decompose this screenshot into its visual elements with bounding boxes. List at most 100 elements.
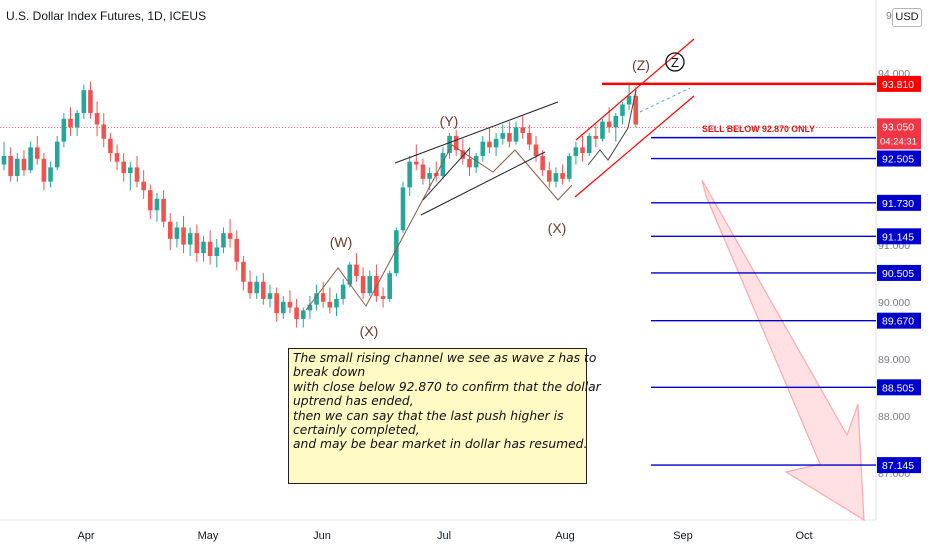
x-tick-label: Apr: [77, 530, 94, 542]
note-line: break down: [293, 365, 366, 380]
candle-body: [267, 293, 273, 299]
candle-body: [500, 133, 506, 139]
candle-body: [21, 158, 27, 171]
candle-body: [227, 233, 233, 239]
candle-body: [261, 281, 266, 299]
candle-body: [221, 233, 226, 248]
candle-body: [360, 276, 366, 294]
candle-body: [121, 161, 126, 174]
candle-body: [586, 135, 592, 154]
price-level-tag: [877, 194, 921, 211]
projection-dashed-line: [639, 87, 691, 113]
note-line: with close below 92.870 to confirm that …: [293, 379, 601, 394]
candle-body: [34, 147, 40, 159]
candle-body: [1, 155, 7, 165]
candle-body: [194, 233, 200, 254]
price-level-tag: [877, 264, 921, 281]
candle-body: [254, 281, 259, 294]
candle-body: [547, 170, 552, 182]
candle-body: [68, 118, 73, 128]
price-level-label: 87.145: [882, 460, 914, 472]
candle-body: [367, 276, 373, 294]
candle-body: [74, 113, 80, 128]
candle-body: [447, 135, 452, 154]
candle-body: [234, 238, 240, 262]
candle-body: [81, 90, 87, 114]
candle-body: [161, 198, 166, 222]
candle-body: [467, 158, 472, 168]
candle-body: [174, 227, 180, 239]
y-tick-label: 88.000: [878, 411, 910, 423]
candle-body: [453, 135, 459, 151]
candle-body: [41, 158, 47, 182]
candle-body: [593, 135, 599, 139]
candle-body: [460, 150, 466, 159]
candle-body: [114, 153, 120, 162]
candle-body: [420, 164, 426, 179]
wave-label: (X): [360, 323, 379, 339]
candle-body: [334, 298, 339, 308]
symbol-title: U.S. Dollar Index Futures, 1D, ICEUS: [6, 9, 207, 23]
candle-body: [28, 147, 33, 171]
current-price-label: 93.050: [882, 121, 914, 133]
candle-body: [207, 241, 213, 257]
candle-body: [88, 90, 93, 114]
current-price-tag: [877, 118, 921, 150]
candle-body: [566, 155, 572, 179]
x-axis: Apr May Jun Jul Aug Sep Oct: [77, 530, 812, 542]
wave-label-circled: Z: [671, 55, 679, 70]
price-level-label: 89.670: [882, 316, 914, 328]
price-level-label: 91.730: [882, 198, 914, 210]
candle-body: [320, 293, 326, 302]
y-tick-label: 90.000: [878, 297, 910, 309]
candle-body: [473, 155, 479, 168]
candle-body: [427, 173, 432, 179]
candle-body: [520, 127, 525, 134]
price-level-tag: [877, 150, 921, 167]
note-line: uptrend has ended,: [293, 394, 414, 409]
candle-body: [274, 293, 279, 314]
y-tick-label: 89.000: [878, 354, 910, 366]
candle-body: [407, 161, 412, 188]
channel-top-line: [394, 101, 559, 164]
candle-body: [101, 124, 107, 139]
wave-z-path: [587, 89, 637, 166]
candle-body: [620, 104, 625, 116]
countdown-label: 04:24:31: [880, 136, 917, 147]
candle-body: [300, 310, 306, 319]
candle-body: [394, 230, 399, 274]
candle-body: [480, 141, 486, 156]
candle-body: [281, 301, 286, 314]
price-level-label: 90.505: [882, 268, 914, 280]
candle-body: [606, 121, 612, 128]
candles: [1, 81, 639, 328]
candle-body: [487, 141, 492, 148]
note-line: The small rising channel we see as wave …: [293, 351, 597, 365]
candle-body: [440, 153, 446, 176]
candle-body: [327, 301, 333, 308]
grid: [0, 0, 877, 521]
note-line: then we can say that the last push highe…: [293, 408, 564, 423]
candle-body: [61, 118, 67, 142]
currency-selector[interactable]: USD: [892, 8, 922, 27]
candle-body: [307, 304, 313, 311]
wave-label: (Y): [440, 113, 459, 129]
wave-label: (W): [330, 234, 353, 250]
candle-body: [507, 133, 512, 142]
bearish-arrow: [701, 179, 865, 522]
candle-body: [613, 115, 619, 128]
x-tick-label: Jul: [437, 530, 451, 542]
candle-body: [108, 138, 113, 154]
candle-body: [287, 301, 293, 308]
price-level-tag: [877, 457, 921, 474]
drawings: [0, 38, 876, 522]
candle-body: [626, 95, 632, 105]
wave-labels: (W) (X) (Y) (X) (Z) Z: [330, 52, 685, 339]
candle-body: [128, 167, 133, 174]
candle-body: [573, 147, 579, 156]
wave-path: [305, 144, 573, 311]
candle-body: [247, 281, 253, 294]
candle-body: [347, 264, 353, 285]
note-line: and may be bear market in dollar has res…: [293, 437, 588, 452]
